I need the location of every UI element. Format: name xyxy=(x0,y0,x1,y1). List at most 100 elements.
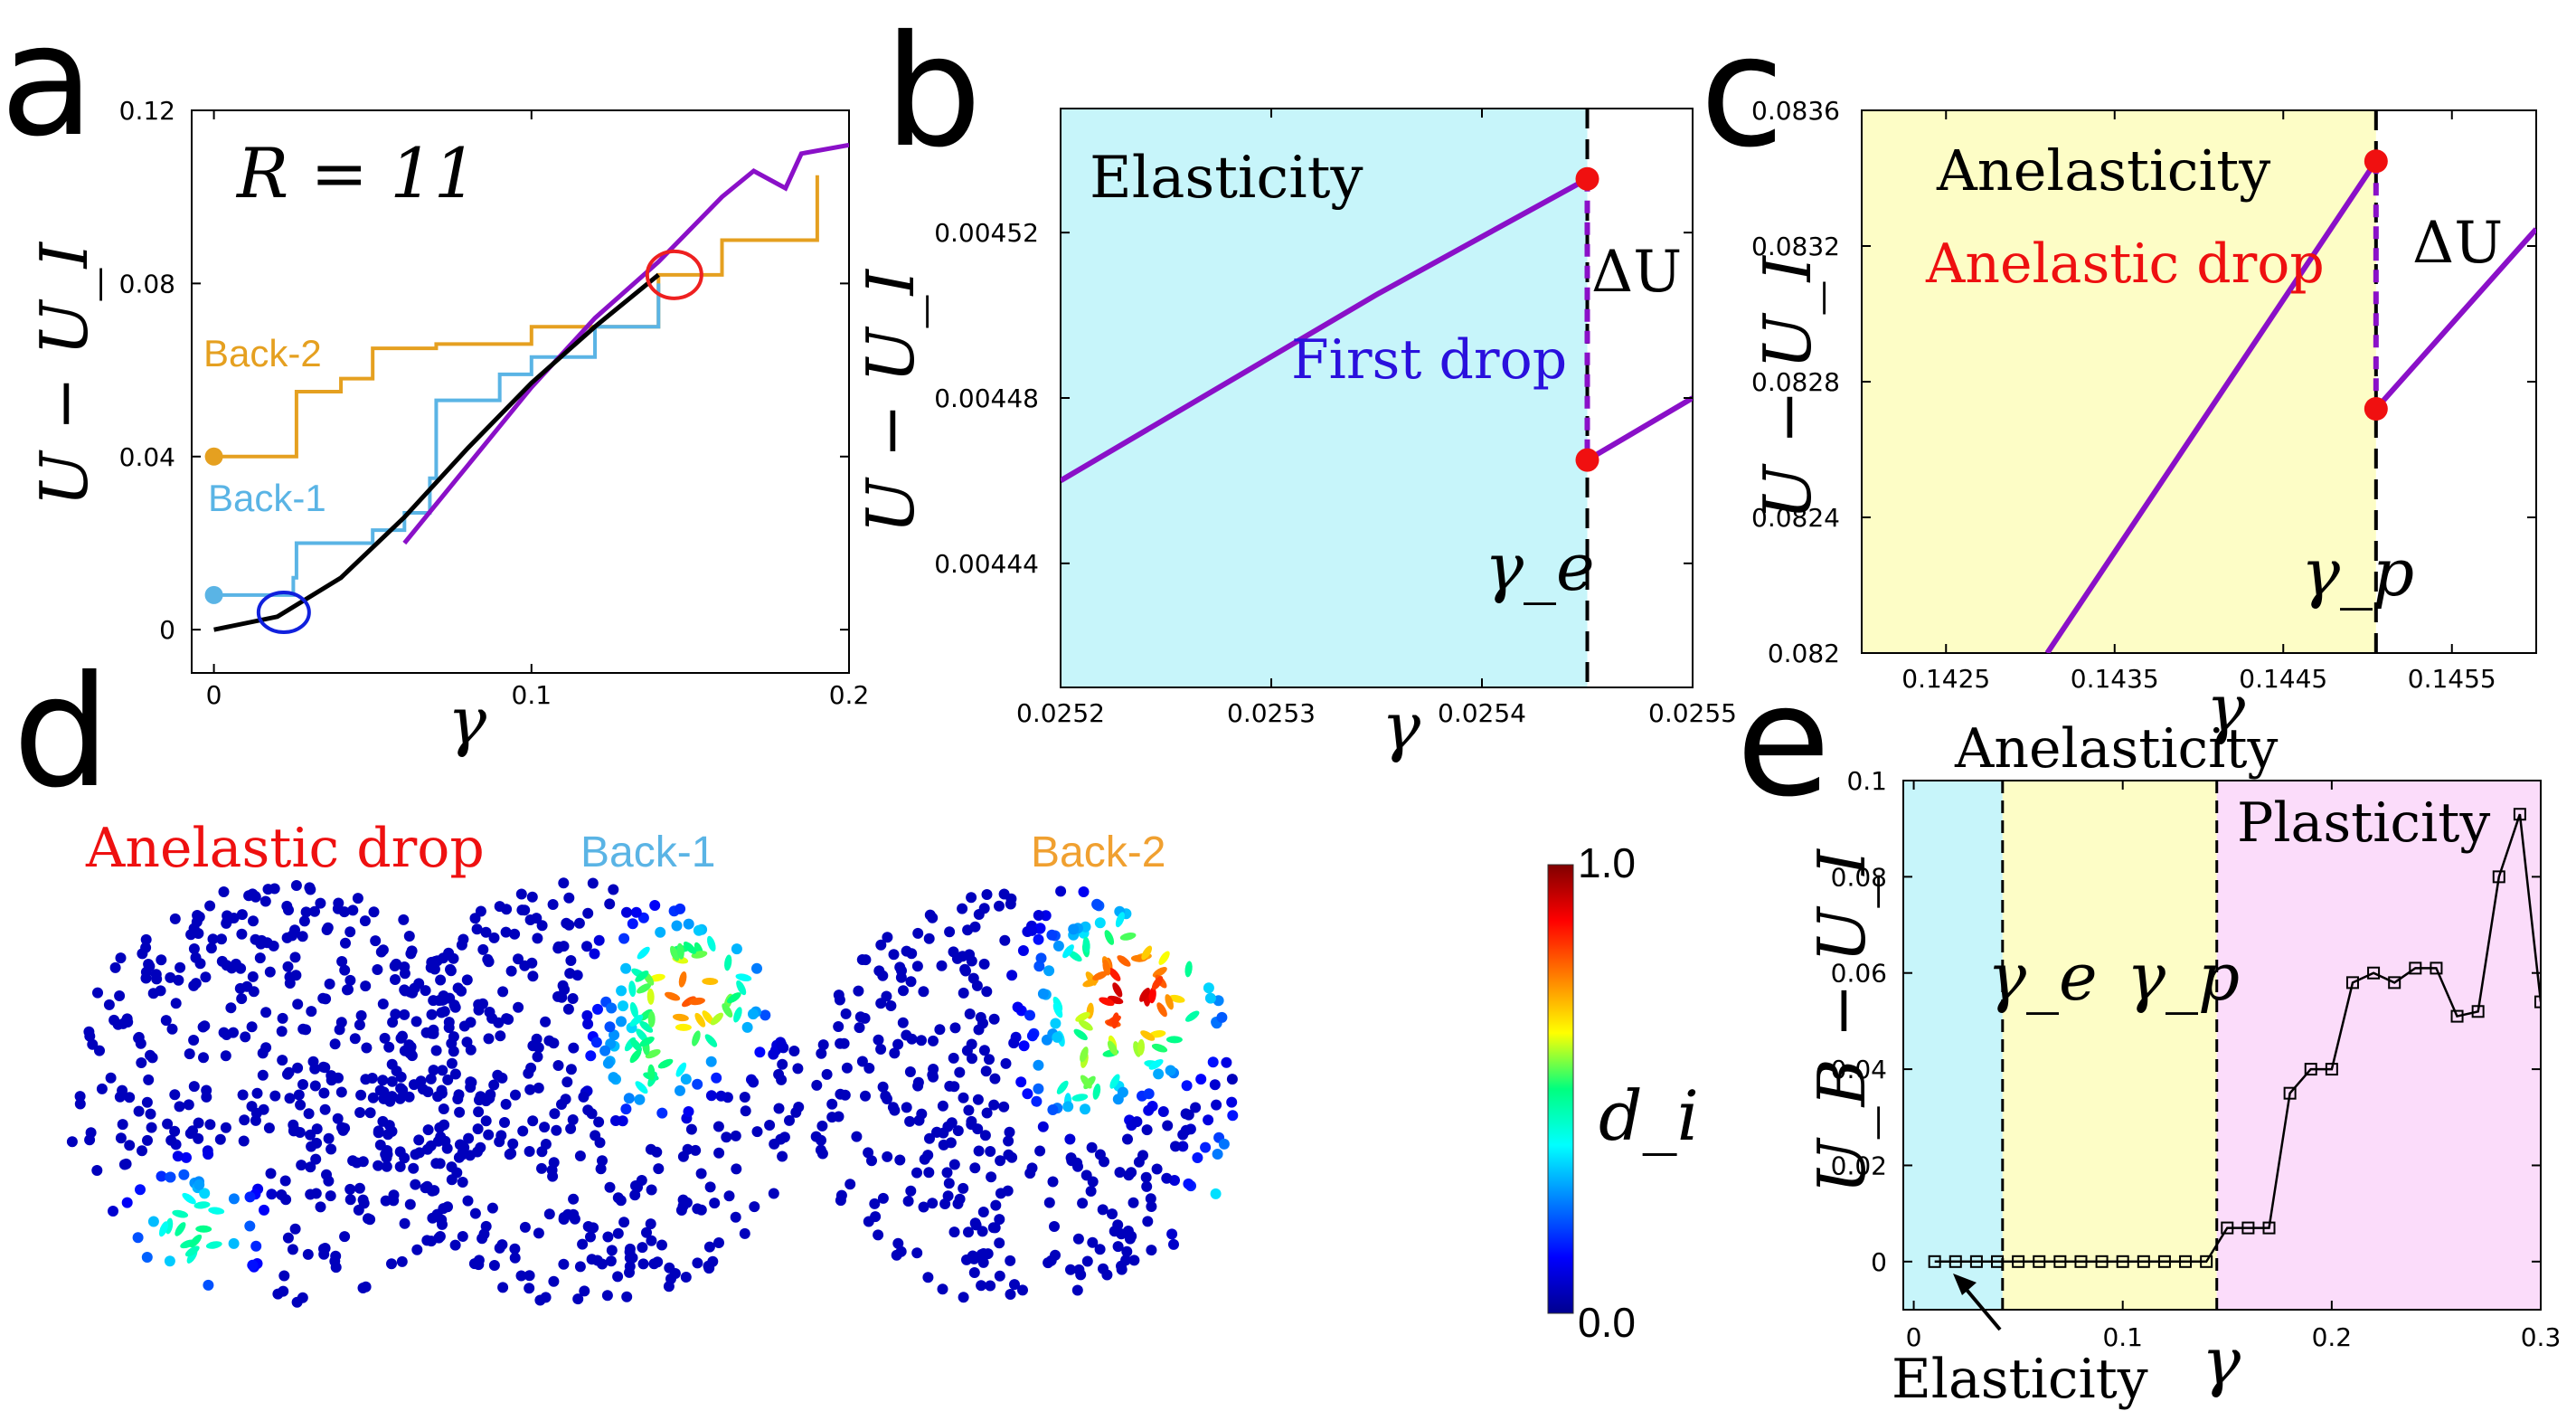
particle xyxy=(287,1244,298,1255)
particle xyxy=(709,1198,721,1209)
particle-displacement-arrow xyxy=(630,1037,642,1052)
particle xyxy=(740,1105,751,1117)
particle xyxy=(449,1068,461,1080)
particle xyxy=(568,1042,580,1054)
particle xyxy=(66,1136,78,1148)
particle-displacement-arrow xyxy=(628,980,637,998)
particle xyxy=(887,1102,899,1113)
particle xyxy=(241,980,253,992)
particle xyxy=(1087,1236,1099,1248)
particle xyxy=(994,900,1005,912)
particle xyxy=(533,1042,544,1054)
particle xyxy=(132,1232,144,1244)
particle xyxy=(1226,1074,1238,1085)
particle xyxy=(352,893,363,904)
particle xyxy=(302,1248,314,1260)
particle xyxy=(768,1048,779,1060)
particle xyxy=(403,1091,415,1103)
particle-displacement-arrow xyxy=(1111,1012,1119,1029)
particle xyxy=(160,1015,172,1027)
particle xyxy=(918,986,929,998)
particle xyxy=(188,943,200,954)
particle xyxy=(124,1092,136,1103)
particle xyxy=(730,1211,741,1223)
particle xyxy=(581,1009,593,1021)
data-point xyxy=(2409,961,2422,975)
particle xyxy=(612,1271,624,1283)
particle xyxy=(207,933,219,945)
particle xyxy=(380,1195,392,1207)
particle xyxy=(395,1071,407,1083)
particle xyxy=(445,963,456,975)
particle xyxy=(1005,1255,1016,1266)
particle xyxy=(1162,1120,1174,1132)
particle xyxy=(408,1162,420,1174)
particle xyxy=(278,1270,290,1282)
particle xyxy=(205,942,217,954)
particle xyxy=(454,1106,466,1118)
particle-displacement-arrow xyxy=(676,942,684,960)
particle xyxy=(515,888,527,900)
particle xyxy=(428,1065,439,1076)
particle xyxy=(1005,898,1016,910)
particle xyxy=(898,985,909,997)
particle xyxy=(1033,1083,1044,1094)
elasticity-arrow xyxy=(1953,1274,2002,1331)
particle xyxy=(971,980,983,991)
particle xyxy=(410,1179,421,1190)
particle-displacement-arrow xyxy=(1068,950,1082,962)
panel-b-xtick-label: 0.0252 xyxy=(1016,698,1105,728)
particle xyxy=(1078,886,1090,897)
particle xyxy=(1071,1157,1083,1169)
particle xyxy=(496,1239,508,1251)
particle xyxy=(446,1057,458,1069)
particle xyxy=(480,926,492,938)
particle xyxy=(941,1167,953,1179)
particle-displacement-arrow xyxy=(1075,1011,1090,1022)
data-point xyxy=(2012,1255,2025,1268)
particle xyxy=(404,1198,416,1210)
particle xyxy=(216,933,227,945)
particle xyxy=(451,1167,463,1179)
particle xyxy=(473,1106,485,1118)
particle xyxy=(1050,1018,1062,1029)
particle xyxy=(685,1123,697,1135)
particle-displacement-arrow xyxy=(682,996,696,1008)
particle xyxy=(1049,1221,1060,1232)
particle xyxy=(1207,1056,1219,1068)
particle xyxy=(892,1237,904,1249)
particle xyxy=(593,1116,605,1128)
particle xyxy=(379,1032,391,1044)
particle xyxy=(84,1134,96,1146)
particle xyxy=(981,889,993,900)
particle xyxy=(1146,1201,1157,1212)
particle xyxy=(606,1245,618,1256)
particle xyxy=(323,1132,335,1144)
particle xyxy=(652,1256,664,1268)
particle xyxy=(911,961,923,972)
particle xyxy=(623,1093,635,1104)
particle xyxy=(1227,1110,1239,1122)
particle xyxy=(784,1114,795,1126)
particle xyxy=(360,1281,372,1293)
particle xyxy=(1177,1129,1189,1141)
anelastic-drop-circle xyxy=(645,249,703,300)
particle xyxy=(1209,1079,1221,1091)
particle xyxy=(298,915,310,927)
particle xyxy=(946,1117,958,1129)
particle-displacement-arrow xyxy=(707,935,716,952)
panel-c-anelastic-region xyxy=(1862,110,2376,653)
particle xyxy=(616,985,627,997)
particle xyxy=(254,952,266,964)
particle-displacement-arrow xyxy=(727,992,741,1004)
drop-point-2 xyxy=(2364,397,2388,421)
particle xyxy=(840,1008,852,1019)
particle xyxy=(904,1066,916,1077)
particle xyxy=(435,974,447,986)
particle xyxy=(1005,1289,1016,1300)
panel-c-ytick-label: 0.0836 xyxy=(1751,96,1840,126)
particle xyxy=(773,1103,785,1114)
particle xyxy=(994,1270,1005,1282)
particle xyxy=(891,1249,902,1261)
panel-c-chart: 0.1425 0.1435 0.1445 0.1455 0.082 0.0824 0.082… xyxy=(1750,96,2537,746)
